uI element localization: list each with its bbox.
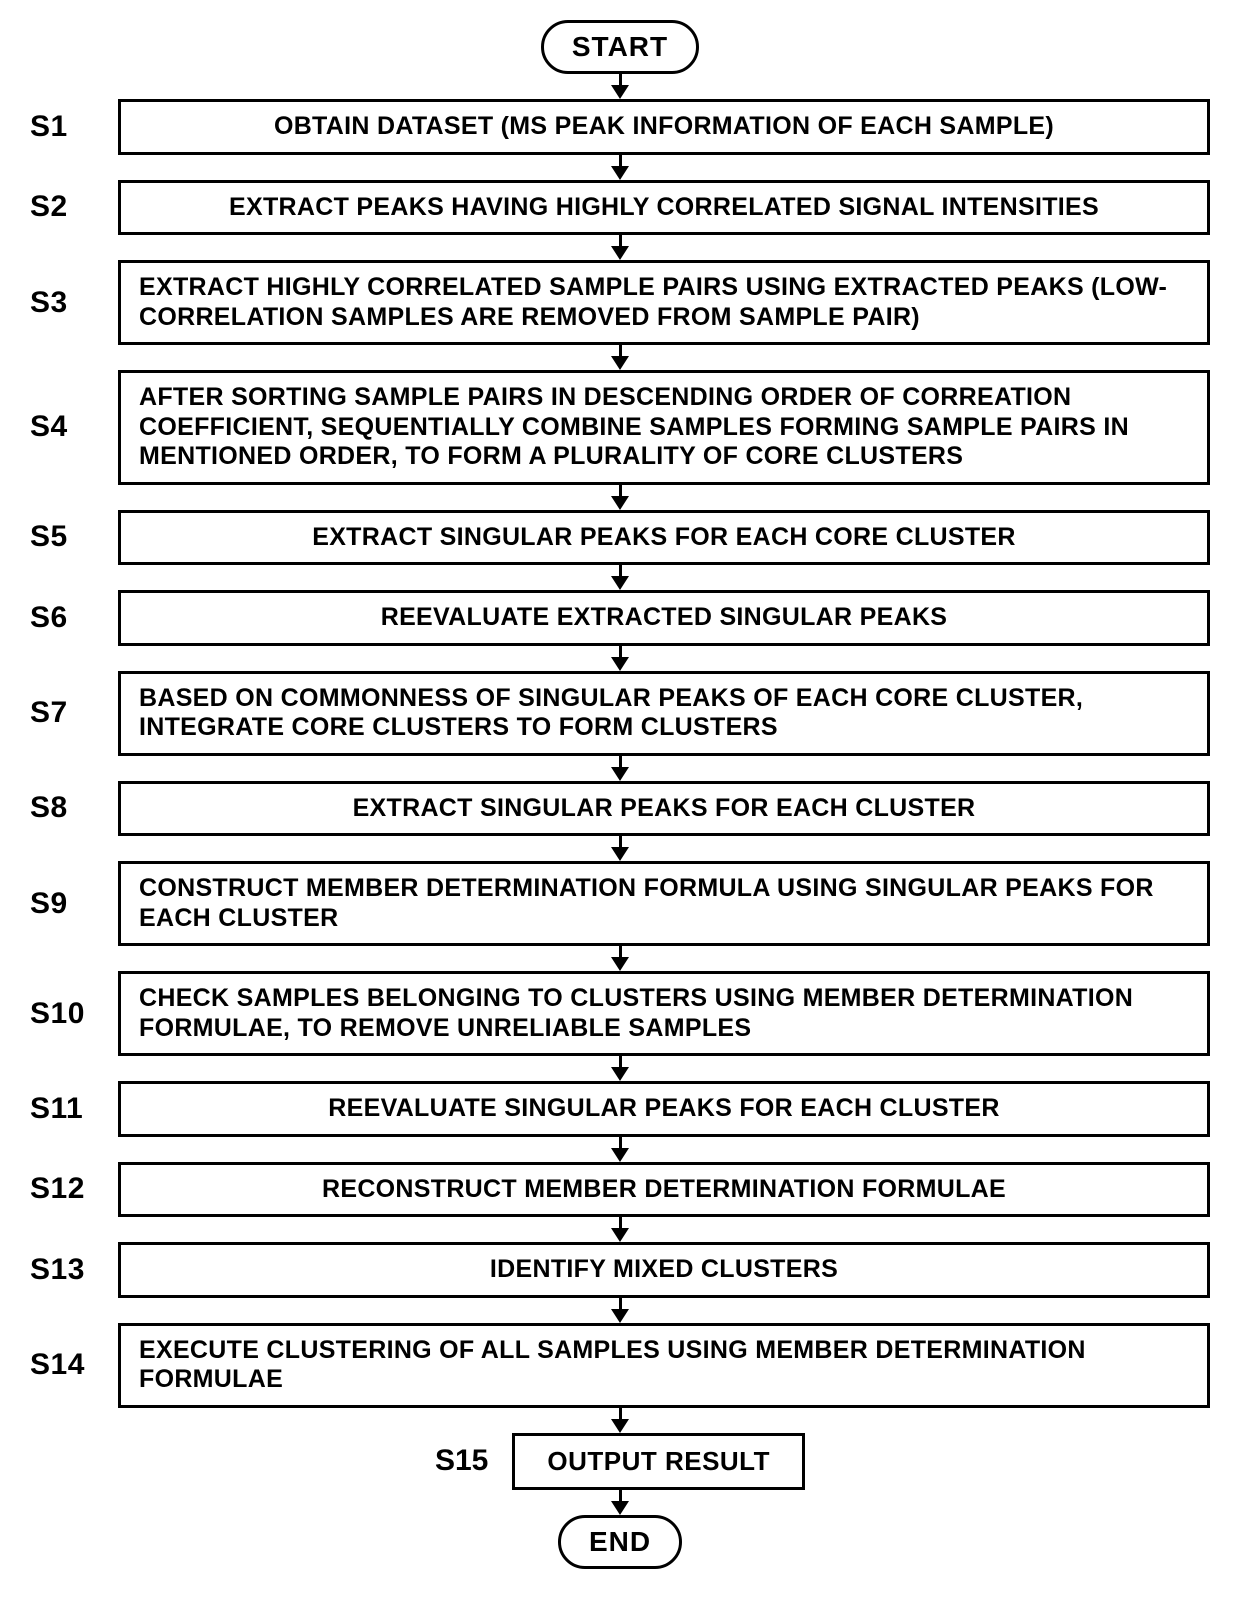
arrow-icon (611, 646, 629, 671)
start-terminal: START (541, 20, 699, 74)
arrow-icon (611, 756, 629, 781)
arrow-icon (611, 1408, 629, 1433)
step-box: RECONSTRUCT MEMBER DETERMINATION FORMULA… (118, 1162, 1210, 1218)
step-box: REEVALUATE EXTRACTED SINGULAR PEAKS (118, 590, 1210, 646)
step-row: S3 EXTRACT HIGHLY CORRELATED SAMPLE PAIRS… (30, 260, 1210, 345)
step-box: REEVALUATE SINGULAR PEAKS FOR EACH CLUST… (118, 1081, 1210, 1137)
arrow-icon (611, 1137, 629, 1162)
output-step-row: S15 OUTPUT RESULT (435, 1433, 805, 1490)
step-label: S12 (30, 1172, 100, 1206)
arrow-icon (611, 946, 629, 971)
step-box: IDENTIFY MIXED CLUSTERS (118, 1242, 1210, 1298)
arrow-icon (611, 565, 629, 590)
step-box: AFTER SORTING SAMPLE PAIRS IN DESCENDING… (118, 370, 1210, 485)
step-label: S11 (30, 1092, 100, 1126)
arrow-icon (611, 485, 629, 510)
arrow-icon (611, 74, 629, 99)
step-box: EXTRACT PEAKS HAVING HIGHLY CORRELATED S… (118, 180, 1210, 236)
step-label: S14 (30, 1348, 100, 1382)
step-box: CONSTRUCT MEMBER DETERMINATION FORMULA U… (118, 861, 1210, 946)
arrow-icon (611, 1056, 629, 1081)
step-row: S8 EXTRACT SINGULAR PEAKS FOR EACH CLUSTE… (30, 781, 1210, 837)
step-label: S9 (30, 887, 100, 921)
step-label: S6 (30, 601, 100, 635)
flowchart: START S1 OBTAIN DATASET (MS PEAK INFORMAT… (30, 20, 1210, 1569)
step-box: BASED ON COMMONNESS OF SINGULAR PEAKS OF… (118, 671, 1210, 756)
step-box: EXTRACT SINGULAR PEAKS FOR EACH CLUSTER (118, 781, 1210, 837)
arrow-icon (611, 155, 629, 180)
arrow-icon (611, 1298, 629, 1323)
step-box: EXTRACT SINGULAR PEAKS FOR EACH CORE CLU… (118, 510, 1210, 566)
output-step-box: OUTPUT RESULT (512, 1433, 805, 1490)
step-row: S13 IDENTIFY MIXED CLUSTERS (30, 1242, 1210, 1298)
step-label: S13 (30, 1253, 100, 1287)
step-row: S9 CONSTRUCT MEMBER DETERMINATION FORMULA… (30, 861, 1210, 946)
step-label: S10 (30, 997, 100, 1031)
step-row: S7 BASED ON COMMONNESS OF SINGULAR PEAKS … (30, 671, 1210, 756)
step-row: S11 REEVALUATE SINGULAR PEAKS FOR EACH CL… (30, 1081, 1210, 1137)
step-row: S12 RECONSTRUCT MEMBER DETERMINATION FORM… (30, 1162, 1210, 1218)
step-row: S1 OBTAIN DATASET (MS PEAK INFORMATION OF… (30, 99, 1210, 155)
end-terminal: END (558, 1515, 682, 1569)
step-label: S15 (435, 1444, 488, 1478)
step-row: S4 AFTER SORTING SAMPLE PAIRS IN DESCENDI… (30, 370, 1210, 485)
step-label: S8 (30, 791, 100, 825)
step-box: EXECUTE CLUSTERING OF ALL SAMPLES USING … (118, 1323, 1210, 1408)
step-label: S5 (30, 520, 100, 554)
arrow-icon (611, 1217, 629, 1242)
arrow-icon (611, 345, 629, 370)
step-row: S2 EXTRACT PEAKS HAVING HIGHLY CORRELATED… (30, 180, 1210, 236)
step-label: S2 (30, 190, 100, 224)
step-box: CHECK SAMPLES BELONGING TO CLUSTERS USIN… (118, 971, 1210, 1056)
step-label: S3 (30, 286, 100, 320)
arrow-icon (611, 836, 629, 861)
step-label: S7 (30, 696, 100, 730)
step-row: S10 CHECK SAMPLES BELONGING TO CLUSTERS U… (30, 971, 1210, 1056)
step-row: S14 EXECUTE CLUSTERING OF ALL SAMPLES USI… (30, 1323, 1210, 1408)
step-label: S1 (30, 110, 100, 144)
step-row: S5 EXTRACT SINGULAR PEAKS FOR EACH CORE C… (30, 510, 1210, 566)
arrow-icon (611, 1490, 629, 1515)
step-box: OBTAIN DATASET (MS PEAK INFORMATION OF E… (118, 99, 1210, 155)
step-box: EXTRACT HIGHLY CORRELATED SAMPLE PAIRS U… (118, 260, 1210, 345)
step-label: S4 (30, 410, 100, 444)
arrow-icon (611, 235, 629, 260)
step-row: S6 REEVALUATE EXTRACTED SINGULAR PEAKS (30, 590, 1210, 646)
